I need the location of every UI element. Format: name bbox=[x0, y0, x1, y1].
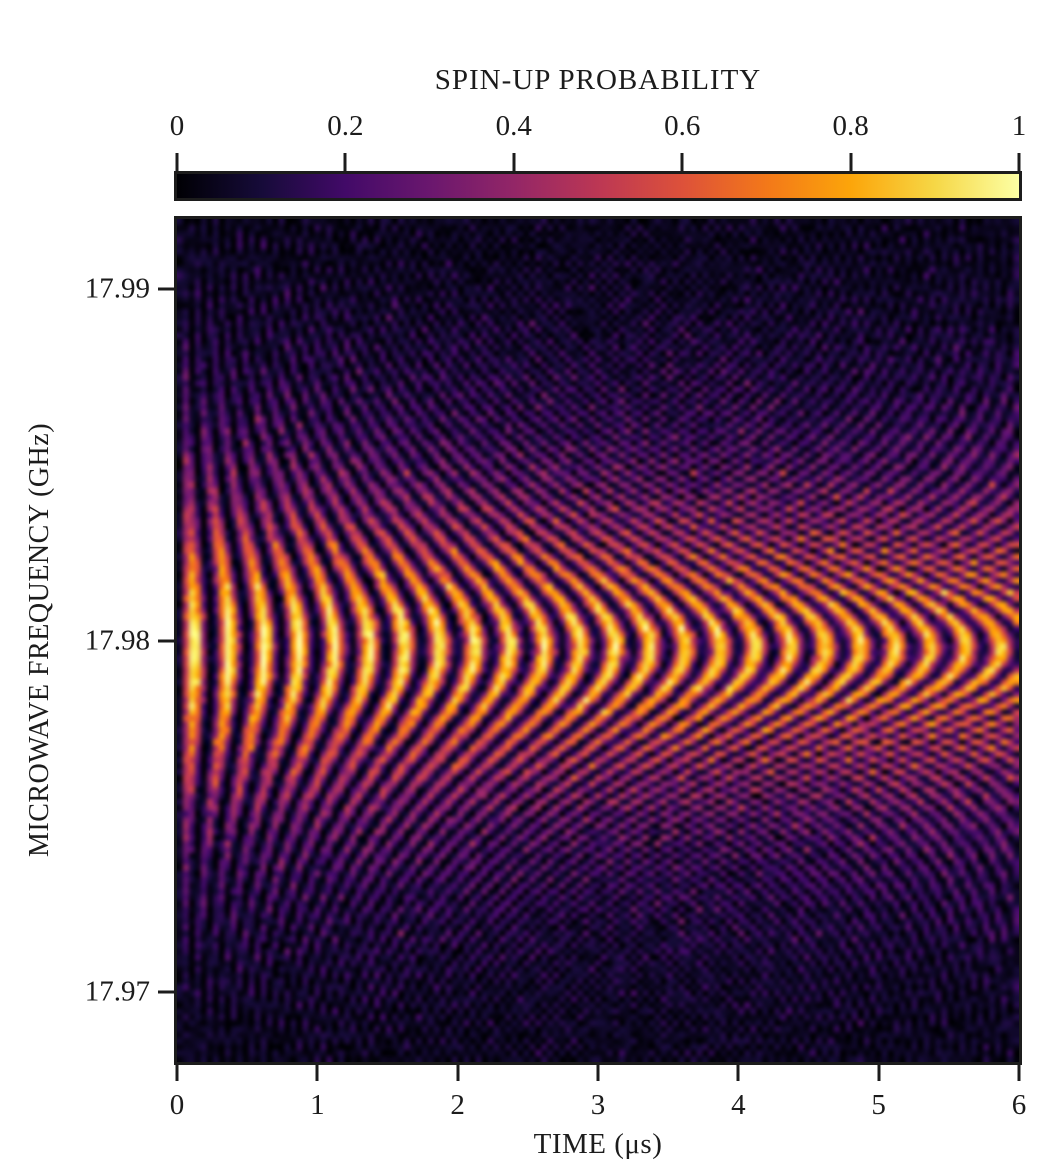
colorbar-title: SPIN-UP PROBABILITY bbox=[434, 64, 762, 96]
colorbar-tick-mark bbox=[1017, 153, 1021, 172]
y-tick-mark bbox=[158, 990, 174, 994]
y-tick-label: 17.97 bbox=[84, 975, 150, 1008]
x-tick-label: 0 bbox=[169, 1089, 185, 1121]
x-tick-mark bbox=[596, 1065, 600, 1081]
x-tick-label: 5 bbox=[871, 1089, 886, 1121]
y-tick-label: 17.99 bbox=[84, 272, 150, 305]
y-tick-label: 17.98 bbox=[84, 624, 150, 656]
colorbar-tick-mark bbox=[512, 153, 516, 172]
x-tick-label: 2 bbox=[450, 1089, 465, 1121]
colorbar-tick-mark bbox=[849, 153, 853, 172]
x-tick-mark bbox=[877, 1065, 881, 1081]
colorbar-tick-labels: 0 0.2 0.4 0.6 0.8 1 bbox=[0, 110, 1051, 144]
x-tick-label: 4 bbox=[731, 1089, 746, 1121]
colorbar-gradient bbox=[177, 174, 1019, 198]
colorbar-tick-label: 0.8 bbox=[832, 110, 869, 142]
x-tick-label: 6 bbox=[1011, 1089, 1027, 1121]
x-tick-mark bbox=[1017, 1065, 1021, 1081]
y-tick-mark bbox=[158, 287, 174, 291]
heatmap-plot-area bbox=[174, 216, 1022, 1065]
colorbar-tick-label: 0.2 bbox=[327, 110, 364, 142]
colorbar-tick-label: 0 bbox=[169, 110, 185, 142]
y-axis-label: MICROWAVE FREQUENCY (GHz) bbox=[24, 422, 55, 858]
heatmap-canvas bbox=[177, 219, 1019, 1062]
x-tick-mark bbox=[315, 1065, 319, 1081]
y-tick-mark bbox=[158, 639, 174, 642]
x-tick-label: 1 bbox=[310, 1089, 325, 1121]
colorbar-tick-label: 0.6 bbox=[664, 110, 701, 142]
x-tick-mark bbox=[175, 1065, 179, 1081]
colorbar-ticks bbox=[0, 153, 1051, 172]
colorbar-tick-label: 0.4 bbox=[495, 110, 532, 142]
x-tick-mark bbox=[736, 1065, 740, 1081]
x-axis-label: TIME (μs) bbox=[533, 1128, 663, 1160]
colorbar-tick-mark bbox=[343, 153, 347, 172]
colorbar-tick-mark bbox=[175, 153, 179, 172]
colorbar-tick-mark bbox=[680, 153, 684, 172]
x-tick-mark bbox=[456, 1065, 460, 1081]
x-tick-label: 3 bbox=[590, 1089, 606, 1121]
colorbar-tick-label: 1 bbox=[1011, 110, 1027, 142]
colorbar bbox=[174, 171, 1022, 201]
